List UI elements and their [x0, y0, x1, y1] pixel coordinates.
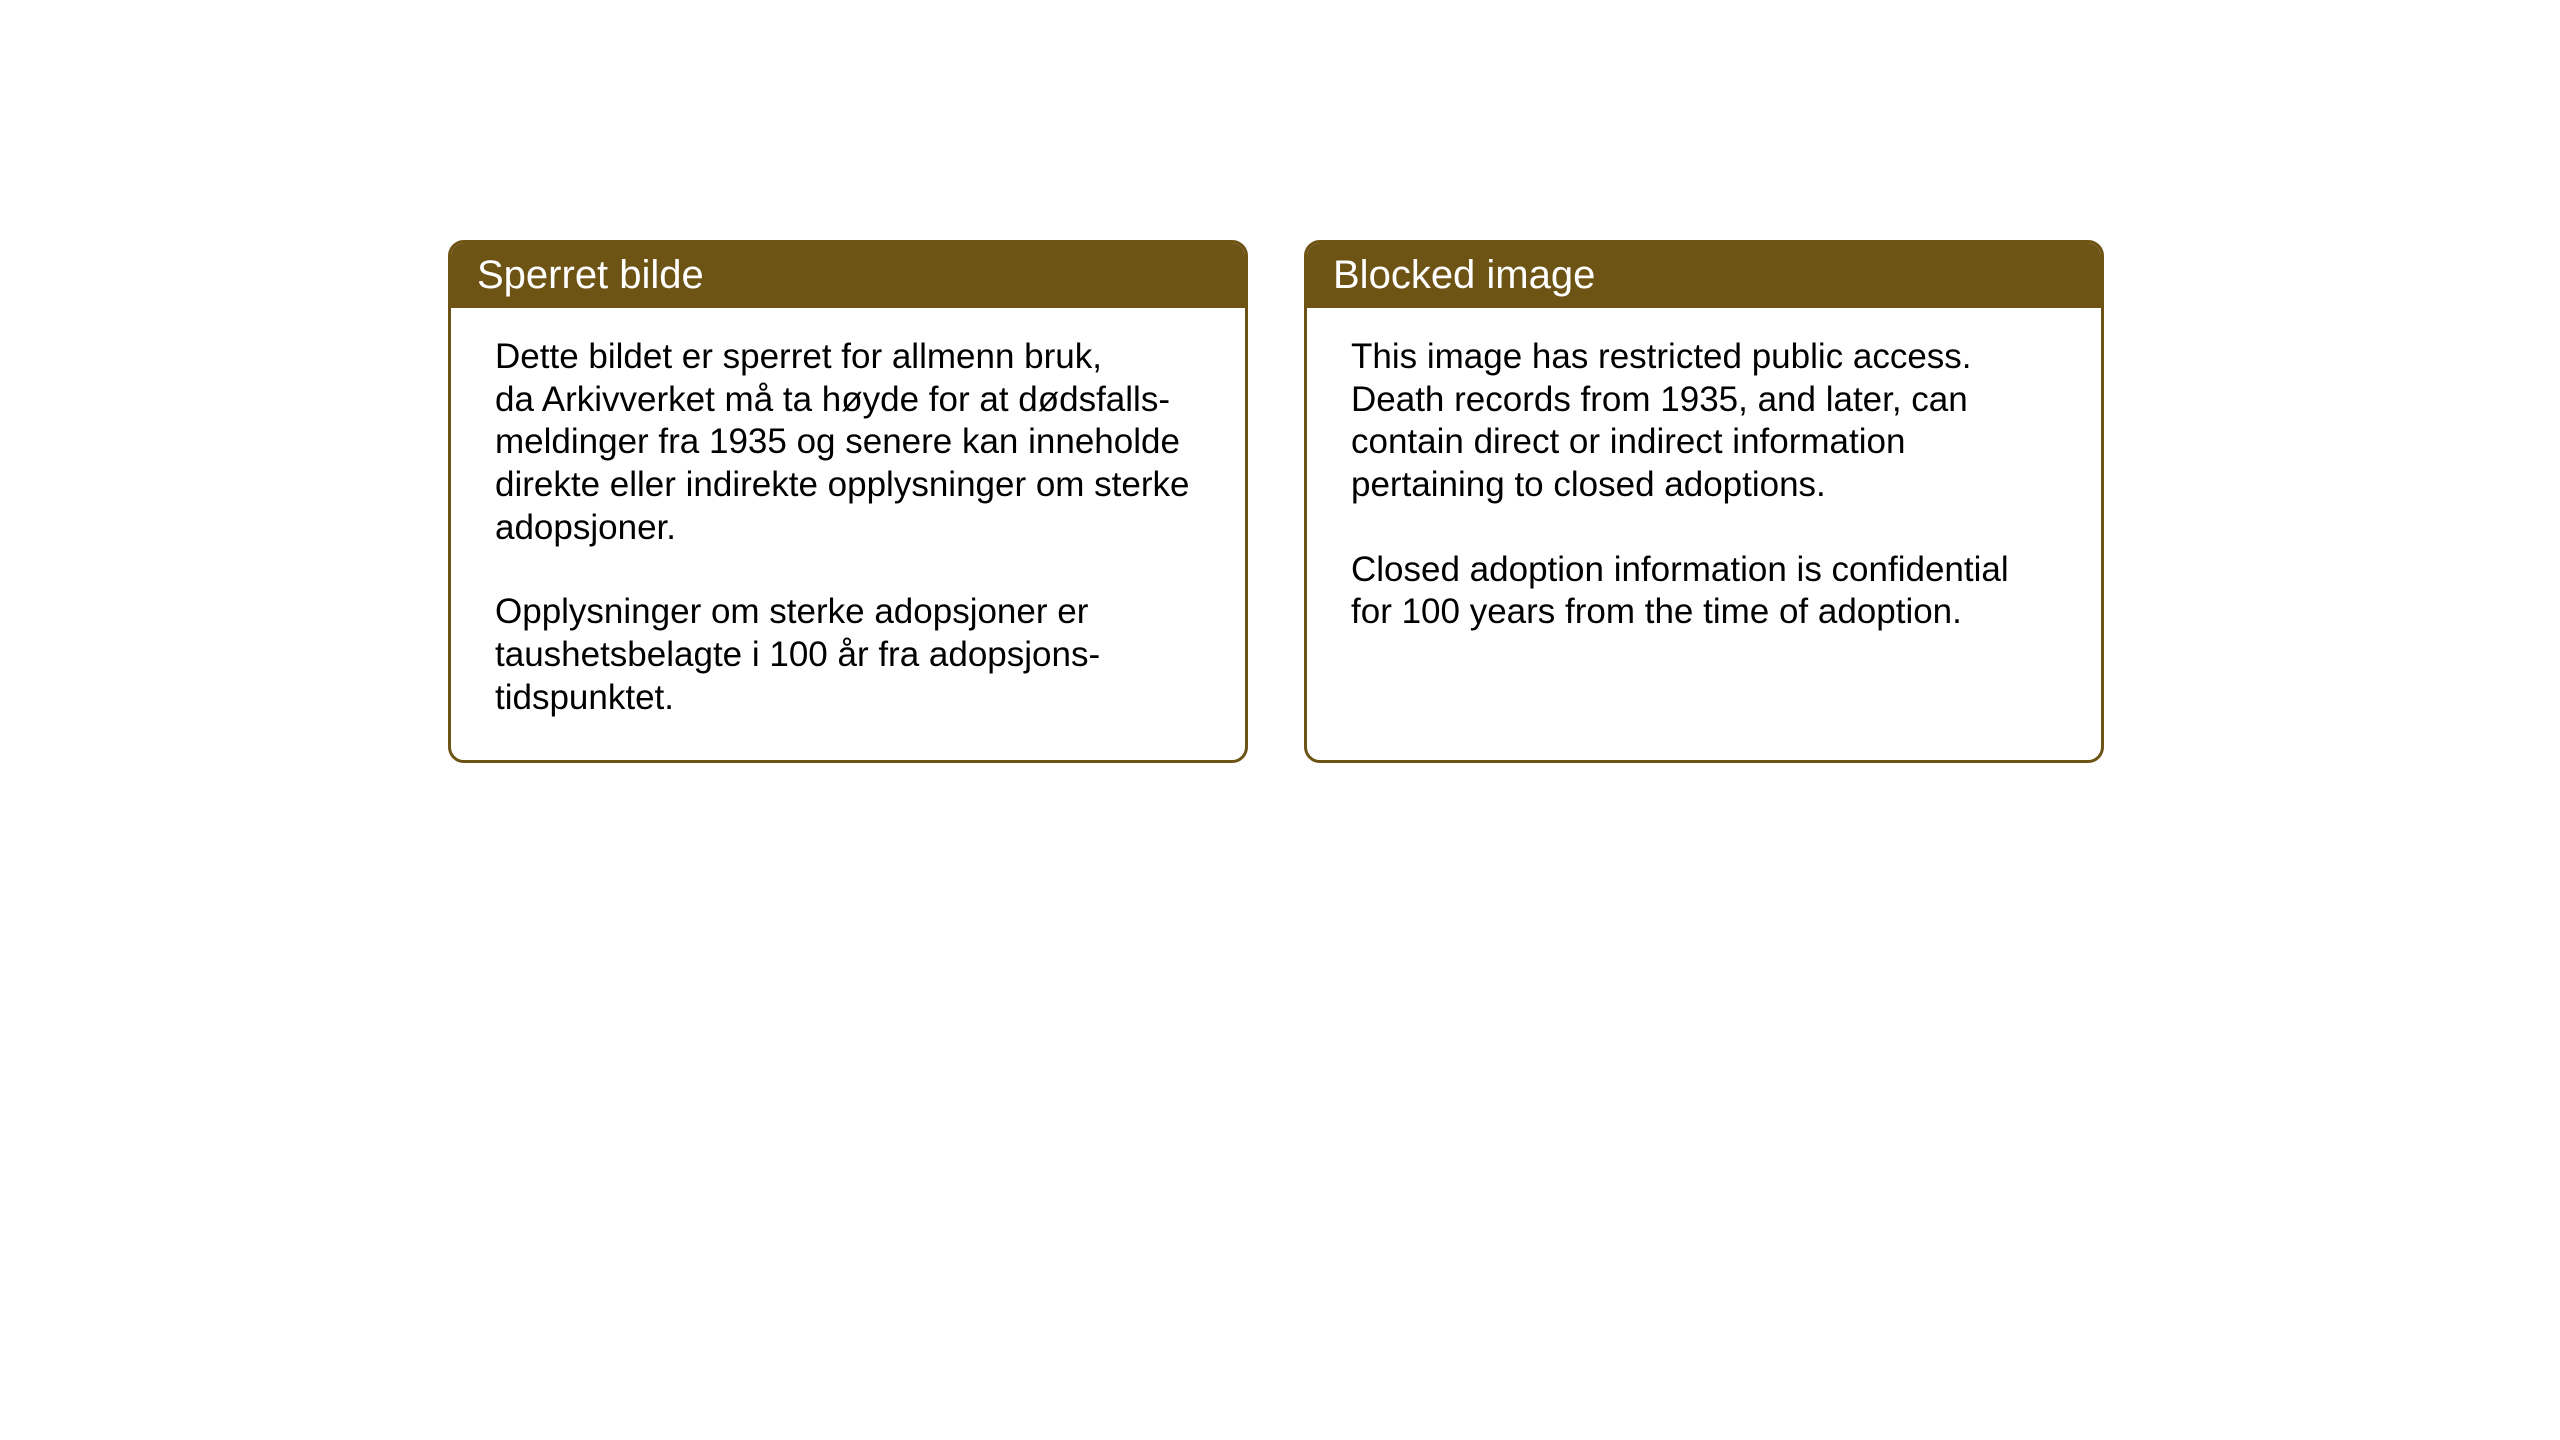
card-body-norwegian: Dette bildet er sperret for allmenn bruk…: [451, 308, 1245, 760]
card-body-english: This image has restricted public access.…: [1307, 308, 2101, 674]
card-paragraph: This image has restricted public access.…: [1351, 336, 2057, 507]
notice-cards-container: Sperret bilde Dette bildet er sperret fo…: [448, 240, 2104, 763]
card-header-norwegian: Sperret bilde: [451, 243, 1245, 308]
card-paragraph: Closed adoption information is confident…: [1351, 549, 2057, 634]
notice-card-norwegian: Sperret bilde Dette bildet er sperret fo…: [448, 240, 1248, 763]
card-header-english: Blocked image: [1307, 243, 2101, 308]
notice-card-english: Blocked image This image has restricted …: [1304, 240, 2104, 763]
card-paragraph: Dette bildet er sperret for allmenn bruk…: [495, 336, 1201, 549]
card-paragraph: Opplysninger om sterke adopsjoner er tau…: [495, 591, 1201, 719]
